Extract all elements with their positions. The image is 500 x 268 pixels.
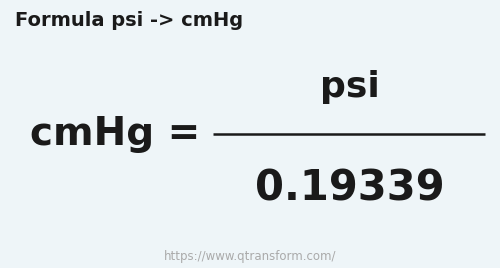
Text: Formula psi -> cmHg: Formula psi -> cmHg xyxy=(15,11,243,30)
Text: cmHg =: cmHg = xyxy=(30,115,200,153)
Text: 0.19339: 0.19339 xyxy=(255,168,445,210)
Text: psi: psi xyxy=(320,70,380,104)
Text: https://www.qtransform.com/: https://www.qtransform.com/ xyxy=(164,250,336,263)
